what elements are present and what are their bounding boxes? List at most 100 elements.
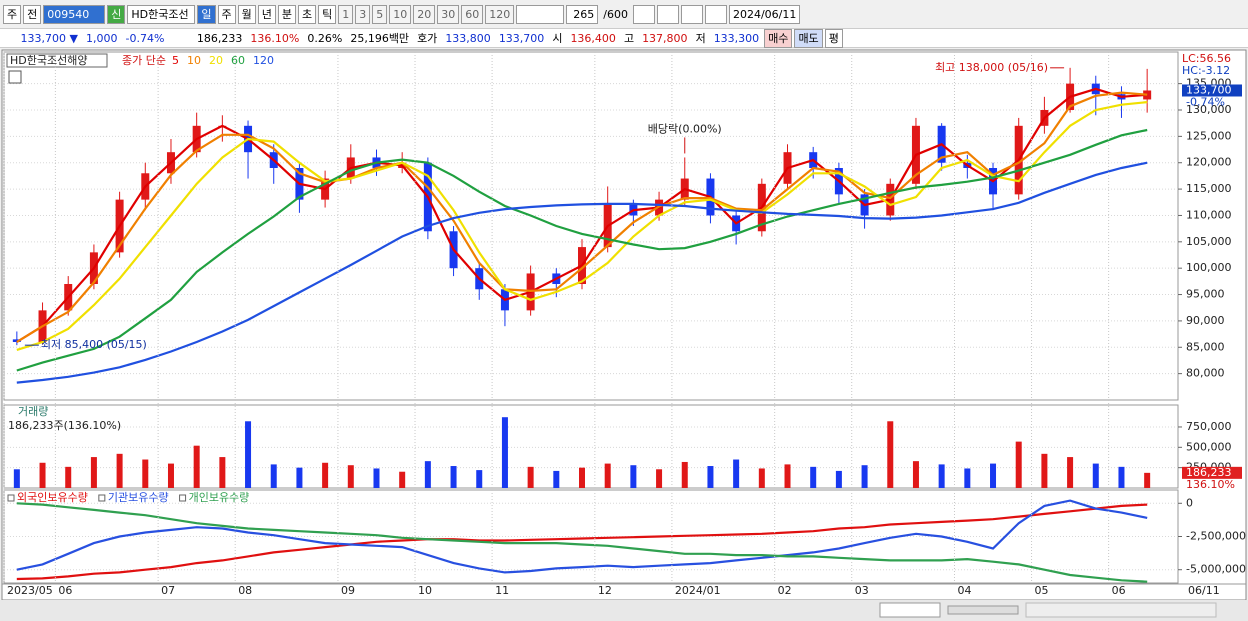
tool-icon[interactable] — [680, 4, 703, 24]
low: 133,300 — [713, 31, 760, 45]
candle-body — [655, 199, 664, 216]
price: 133,700 ▼ — [20, 31, 78, 45]
scroll-buttons[interactable] — [879, 602, 941, 618]
candle-body — [166, 152, 175, 174]
last-date: 06/11 — [1188, 584, 1220, 597]
x-tick-label: 05 — [1035, 584, 1049, 597]
minute-button[interactable]: 10 — [389, 4, 412, 24]
volume-bar — [579, 467, 585, 488]
candle-body — [12, 339, 21, 342]
volume-bar — [167, 463, 174, 488]
minute-button[interactable]: 3 — [355, 4, 371, 24]
legend-entry: 120 — [253, 54, 274, 67]
low-label: 저 — [695, 32, 706, 45]
candle-body — [629, 204, 638, 216]
x-tick-label: 07 — [161, 584, 175, 597]
volume-bar — [90, 457, 97, 488]
candle-body — [269, 152, 278, 168]
volume-bar — [964, 468, 971, 488]
legend-icon — [7, 494, 15, 502]
y-tick-label: 85,000 — [1186, 340, 1225, 353]
y-tick-label: 750,000 — [1186, 420, 1232, 433]
line-series — [16, 503, 1148, 581]
candle-body — [372, 157, 381, 168]
volume: 186,233 — [196, 31, 243, 45]
bottom-toolbar — [0, 600, 1248, 621]
period-button[interactable]: 일 — [197, 4, 216, 24]
period-button[interactable]: 초 — [298, 4, 317, 24]
code-input[interactable]: 009540 — [43, 4, 106, 24]
count-input[interactable]: 265 — [566, 4, 599, 24]
volume-bar — [733, 459, 740, 488]
line-series — [16, 91, 1148, 343]
volume-bar — [656, 469, 663, 488]
y-tick-label: 130,000 — [1186, 103, 1232, 116]
period-button[interactable]: 틱 — [318, 4, 337, 24]
candle-body — [552, 273, 561, 284]
panel-border — [3, 489, 1179, 584]
legend-entry: 외국인보유수량 — [17, 491, 88, 504]
volume-bar — [193, 445, 200, 488]
minute-button[interactable]: 20 — [413, 4, 436, 24]
period-button[interactable]: 주 — [217, 4, 236, 24]
volume-bar — [399, 471, 406, 488]
x-tick-label: 2024/01 — [675, 584, 721, 597]
tool-icon[interactable] — [656, 4, 679, 24]
candle-body — [500, 289, 509, 311]
avg-button[interactable]: 평 — [824, 28, 843, 48]
candle-body — [218, 125, 227, 127]
tool-icon[interactable] — [632, 4, 655, 24]
volume-bar — [1118, 466, 1125, 488]
minute-button[interactable]: 1 — [338, 4, 354, 24]
volume-bar — [347, 465, 354, 488]
line-series — [16, 502, 1148, 583]
minute-button[interactable]: 5 — [372, 4, 388, 24]
high: 137,800 — [642, 31, 688, 45]
volume-bar — [450, 466, 457, 488]
candle-body — [783, 152, 792, 184]
panel-border — [3, 404, 1179, 489]
legend-icon — [98, 494, 106, 502]
prev-button[interactable]: 전 — [23, 4, 42, 24]
sell-button[interactable]: 매도 — [794, 28, 823, 48]
new-badge[interactable]: 신 — [107, 4, 126, 24]
minute-button[interactable]: 30 — [437, 4, 460, 24]
buy-button[interactable]: 매수 — [764, 28, 793, 48]
minute-button[interactable]: 60 — [461, 4, 484, 24]
legend-entry: 5 — [172, 54, 179, 67]
period-button[interactable]: 분 — [277, 4, 296, 24]
legend-entry: 10 — [187, 54, 201, 67]
x-tick-label: 2023/05 — [7, 584, 53, 597]
period-button[interactable]: 년 — [257, 4, 276, 24]
minute-button[interactable]: 120 — [485, 4, 515, 24]
legend-entry: 개인보유수량 — [189, 491, 250, 504]
volume-bar — [1067, 457, 1074, 488]
stock-name: HD한국조선 — [127, 4, 196, 24]
candle-body — [295, 168, 304, 200]
candle-body — [706, 178, 715, 216]
dropdown[interactable] — [516, 4, 565, 24]
date-input[interactable]: 2024/06/11 — [728, 4, 801, 24]
y-tick-label: -2,500,000 — [1186, 530, 1246, 543]
volume-bar — [630, 465, 637, 488]
candle-body — [834, 168, 843, 195]
volume-bar — [1092, 463, 1099, 488]
period-button[interactable]: 월 — [237, 4, 256, 24]
tool-icon[interactable] — [704, 4, 727, 24]
candle-body — [732, 215, 741, 232]
x-tick-label: 04 — [957, 584, 971, 597]
candle-body — [1066, 83, 1075, 110]
x-tick-label: 06 — [58, 584, 72, 597]
lc-label: LC:56.56 — [1182, 52, 1231, 65]
y-tick-label: -5,000,000 — [1186, 563, 1246, 576]
candle-body — [937, 125, 946, 163]
high-label: 고 — [623, 32, 635, 45]
candle-body — [886, 183, 895, 216]
x-tick-label: 09 — [341, 584, 355, 597]
price-tag-label: 133,700 — [1186, 83, 1232, 96]
drawing-tools[interactable] — [1025, 602, 1217, 618]
period-unit[interactable]: 주 — [3, 4, 22, 24]
volume-bar — [13, 469, 20, 488]
legend-entry: 60 — [231, 54, 245, 67]
zoom-slider[interactable] — [947, 605, 1019, 615]
